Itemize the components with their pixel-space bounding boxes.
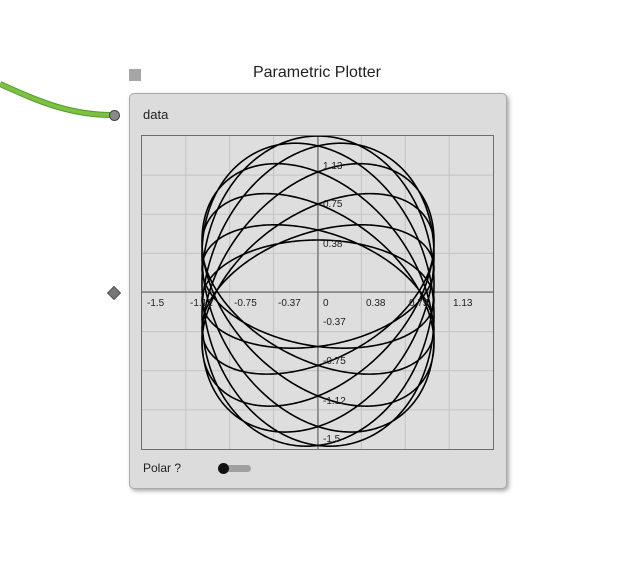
node-square-icon[interactable] — [129, 69, 141, 81]
x-tick-label: 1.13 — [453, 298, 473, 309]
x-tick-label: -0.75 — [234, 298, 257, 309]
y-tick-label: 1.13 — [323, 161, 343, 172]
x-tick-label: 0.38 — [366, 298, 386, 309]
parametric-plotter-node[interactable]: data -1.5 -1.12 -0.75 -0.37 0 0.38 0.75 1.13 1.1… — [129, 93, 507, 489]
parametric-curve — [201, 136, 435, 447]
x-tick-label: -0.37 — [278, 298, 301, 309]
y-tick-label: -1.5 — [323, 434, 341, 445]
y-tick-label: 0.75 — [323, 199, 343, 210]
x-tick-label: -1.12 — [190, 298, 213, 309]
node-title: Parametric Plotter — [252, 64, 382, 81]
x-tick-label: 0 — [323, 298, 329, 309]
y-tick-label: 0.38 — [323, 239, 343, 250]
x-tick-label: 0.75 — [409, 298, 429, 309]
input-port-dot-icon[interactable] — [109, 110, 120, 121]
polar-toggle-track — [221, 465, 251, 472]
polar-label: Polar ? — [143, 461, 182, 475]
x-tick-label: -1.5 — [147, 298, 165, 309]
polar-toggle-knob[interactable] — [218, 463, 229, 474]
y-tick-label: -0.75 — [323, 356, 346, 367]
input-port-label: data — [143, 107, 169, 122]
parametric-plot: -1.5 -1.12 -0.75 -0.37 0 0.38 0.75 1.13 1.13 0.75… — [142, 136, 493, 449]
plot-area: -1.5 -1.12 -0.75 -0.37 0 0.38 0.75 1.13 1.13 0.75… — [141, 135, 494, 450]
y-tick-label: -1.12 — [323, 396, 346, 407]
y-tick-label: -0.37 — [323, 317, 346, 328]
polar-toggle[interactable] — [218, 463, 251, 474]
